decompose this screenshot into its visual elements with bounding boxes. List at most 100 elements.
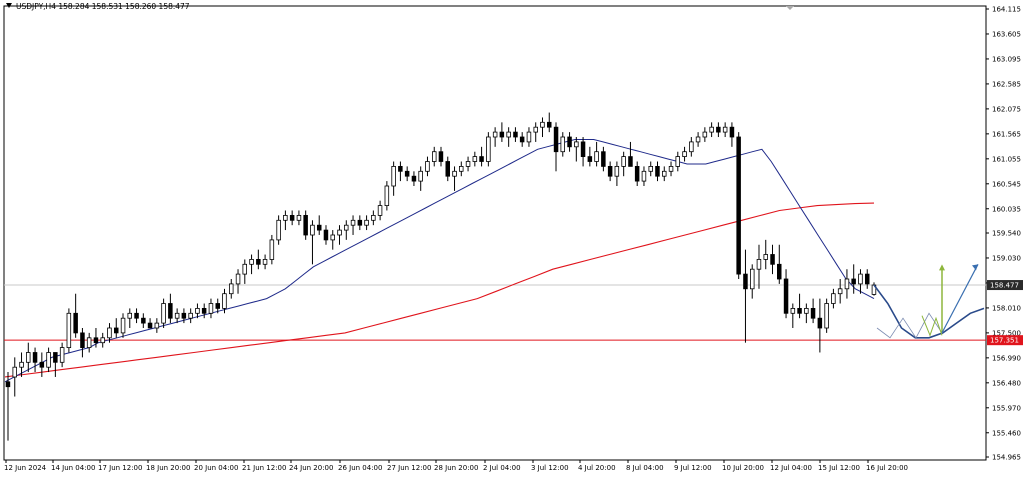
- candle: [858, 269, 863, 294]
- x-tick-label: 12 Jun 2024: [4, 464, 47, 472]
- candle-body: [93, 337, 99, 344]
- candle-body: [269, 239, 275, 260]
- current-price-badge: 158.477: [987, 280, 1023, 291]
- candle: [343, 220, 349, 240]
- candle: [756, 244, 762, 289]
- y-tick: 156.990: [986, 354, 1021, 362]
- candle-body: [479, 156, 484, 162]
- candle: [668, 161, 674, 177]
- candle-body: [668, 165, 674, 172]
- candle: [817, 298, 823, 353]
- candle: [181, 308, 187, 324]
- candle-body: [574, 141, 579, 148]
- candle: [695, 132, 701, 147]
- candle-body: [844, 278, 850, 290]
- y-tick: 161.055: [986, 155, 1021, 163]
- candle-body: [607, 165, 613, 177]
- candle-body: [100, 337, 106, 344]
- candle: [5, 372, 11, 441]
- x-tick-label: 28 Jun 20:00: [434, 464, 478, 472]
- candle-body: [729, 126, 735, 138]
- x-tick-label: 24 Jun 20:00: [289, 464, 333, 472]
- candle-body: [587, 156, 593, 162]
- candle: [804, 303, 809, 324]
- fast-ma-line: [4, 139, 875, 383]
- candle: [154, 318, 160, 333]
- x-tick: 12 Jun 2024: [4, 460, 47, 472]
- y-tick-label: 159.030: [992, 254, 1021, 262]
- candle-body: [851, 278, 856, 285]
- candle-body: [580, 141, 586, 157]
- candle: [458, 161, 464, 177]
- y-axis: 164.115 163.605 163.095 162.585 162.075 161.5…: [986, 6, 1023, 462]
- y-tick-label: 154.965: [992, 454, 1021, 462]
- candle: [161, 298, 166, 328]
- candle: [574, 137, 579, 162]
- candle: [628, 141, 633, 167]
- candle-body: [25, 352, 31, 363]
- candle: [310, 220, 315, 265]
- candle-body: [59, 347, 65, 363]
- candle-body: [756, 258, 762, 270]
- x-tick: 26 Jun 04:00: [338, 460, 382, 472]
- y-tick-label: 156.990: [992, 354, 1021, 362]
- plot-border: [3, 5, 987, 461]
- candle: [831, 288, 836, 309]
- candle: [709, 122, 714, 138]
- candle: [810, 298, 816, 324]
- y-tick: 161.565: [986, 130, 1021, 138]
- candle: [350, 215, 356, 235]
- x-tick: 21 Jun 12:00: [242, 460, 286, 472]
- candle-body: [168, 303, 173, 319]
- x-tick-label: 9 Jul 12:00: [674, 464, 712, 472]
- candle-body: [553, 126, 559, 153]
- candle-body: [86, 337, 92, 348]
- candle: [844, 269, 850, 299]
- candle-body: [208, 303, 214, 314]
- candles: [5, 112, 877, 441]
- candle: [357, 215, 363, 231]
- candle: [215, 298, 220, 314]
- candle: [865, 269, 870, 289]
- x-tick: 3 Jul 12:00: [531, 460, 569, 472]
- shift-marker-icon: [786, 6, 794, 10]
- candle: [371, 210, 376, 226]
- candle-body: [316, 224, 322, 231]
- candle: [262, 254, 268, 270]
- candle: [499, 122, 505, 142]
- candle: [662, 166, 667, 182]
- x-tick: 12 Jul 04:00: [770, 460, 812, 472]
- candle: [587, 146, 593, 167]
- candle: [770, 244, 775, 275]
- candle: [377, 200, 383, 221]
- candle-body: [323, 229, 329, 241]
- candle: [73, 293, 78, 338]
- y-tick-label: 163.095: [992, 55, 1021, 63]
- y-tick: 160.545: [986, 180, 1021, 188]
- current-price-badge-label: 158.477: [990, 282, 1019, 290]
- moving-averages: [4, 139, 875, 383]
- candle-body: [513, 131, 518, 138]
- candle-body: [228, 283, 234, 295]
- candle: [269, 234, 275, 265]
- y-tick-label: 161.565: [992, 130, 1021, 138]
- candle: [398, 161, 403, 182]
- candle-body: [547, 121, 552, 128]
- candle: [641, 166, 647, 186]
- candle: [222, 288, 227, 314]
- candle: [594, 141, 599, 167]
- candle: [316, 215, 322, 235]
- forecast-zigzag-green: [921, 315, 943, 337]
- candle-body: [655, 165, 660, 177]
- x-tick: 28 Jun 20:00: [434, 460, 478, 472]
- candle: [486, 132, 491, 167]
- candle: [59, 342, 65, 368]
- candle: [837, 279, 843, 304]
- candle-body: [80, 332, 85, 348]
- candle: [783, 269, 789, 319]
- candle-body: [289, 214, 295, 221]
- x-tick: 16 Jul 20:00: [866, 460, 908, 472]
- candle: [19, 352, 24, 377]
